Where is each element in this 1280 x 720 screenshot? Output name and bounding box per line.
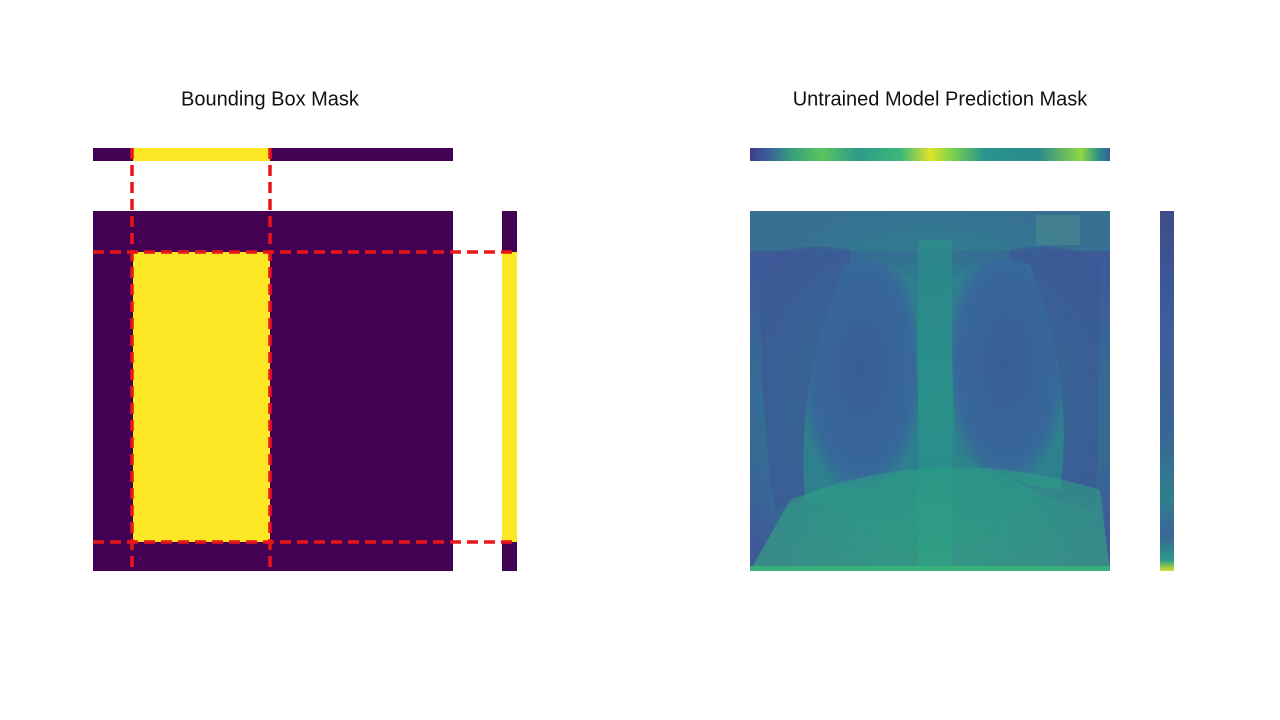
bounding-box-mask [93,148,517,571]
prediction-mask [750,148,1174,571]
mask-box [133,252,270,542]
top-projection [750,148,1110,161]
lung [803,260,920,500]
side-projection-box [502,252,517,542]
xray-shade [1036,215,1080,245]
xray-shade [750,467,1110,571]
panel-title: Bounding Box Mask [181,88,360,110]
top-projection-box [133,148,270,161]
panel-title: Untrained Model Prediction Mask [793,88,1089,110]
side-projection [1160,211,1174,571]
lung [950,259,1064,490]
xray-shade [750,566,1110,571]
